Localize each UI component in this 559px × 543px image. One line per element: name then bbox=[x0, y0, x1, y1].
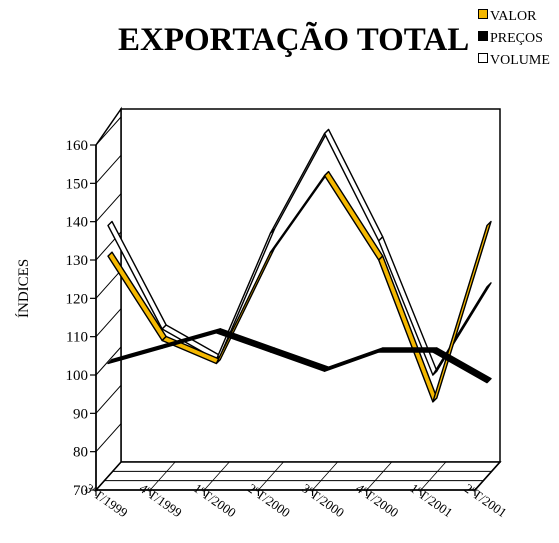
y-tick-label: 160 bbox=[66, 138, 89, 154]
y-depth-tick bbox=[95, 116, 122, 146]
legend-swatch-volume bbox=[478, 52, 488, 63]
x-depth-tick bbox=[149, 461, 176, 491]
legend-label-precos: PREÇOS bbox=[490, 31, 543, 46]
chart-title: EXPORTAÇÃO TOTAL bbox=[118, 22, 470, 58]
x-depth-tick bbox=[95, 461, 122, 491]
left-wall bbox=[95, 106, 122, 492]
back-wall bbox=[120, 108, 501, 463]
x-depth-tick bbox=[258, 461, 284, 491]
legend-swatch-valor bbox=[478, 8, 488, 19]
x-depth-tick bbox=[366, 461, 393, 491]
x-depth-tick bbox=[420, 461, 447, 491]
legend-label-volume: VOLUME bbox=[490, 53, 550, 68]
series-preços-segment bbox=[378, 347, 438, 353]
floor-right-edge bbox=[474, 461, 501, 491]
legend-swatch-precos bbox=[478, 30, 488, 41]
y-tick-label: 150 bbox=[66, 176, 89, 192]
series-volume-segment bbox=[432, 282, 492, 376]
y-tick-label: 80 bbox=[73, 445, 88, 461]
floor bbox=[94, 461, 502, 491]
y-depth-tick bbox=[95, 423, 122, 452]
y-tick-label: 130 bbox=[66, 253, 89, 269]
series-preços-segment bbox=[432, 347, 492, 384]
legend-label-valor: VALOR bbox=[490, 9, 537, 24]
y-depth-tick bbox=[95, 385, 122, 414]
y-tick-label: 110 bbox=[66, 330, 88, 346]
y-depth-tick bbox=[95, 155, 122, 184]
y-tick-label: 70 bbox=[73, 483, 88, 499]
y-tick-label: 90 bbox=[73, 406, 88, 422]
legend: VALOR PREÇOS VOLUME bbox=[478, 6, 550, 72]
y-depth-tick bbox=[95, 193, 122, 222]
y-depth-tick bbox=[95, 270, 122, 299]
legend-item-valor: VALOR bbox=[478, 6, 550, 28]
x-depth-tick bbox=[203, 461, 230, 491]
y-tick-label: 120 bbox=[66, 291, 89, 307]
legend-item-precos: PREÇOS bbox=[478, 28, 550, 50]
legend-item-volume: VOLUME bbox=[478, 50, 550, 72]
x-tick-label: 2ºT/2001 bbox=[462, 480, 510, 520]
y-tick-label: 100 bbox=[66, 368, 89, 384]
y-depth-tick bbox=[95, 346, 122, 376]
y-tick-label: 140 bbox=[66, 215, 89, 231]
y-depth-tick bbox=[95, 308, 122, 337]
x-depth-tick bbox=[312, 461, 338, 491]
